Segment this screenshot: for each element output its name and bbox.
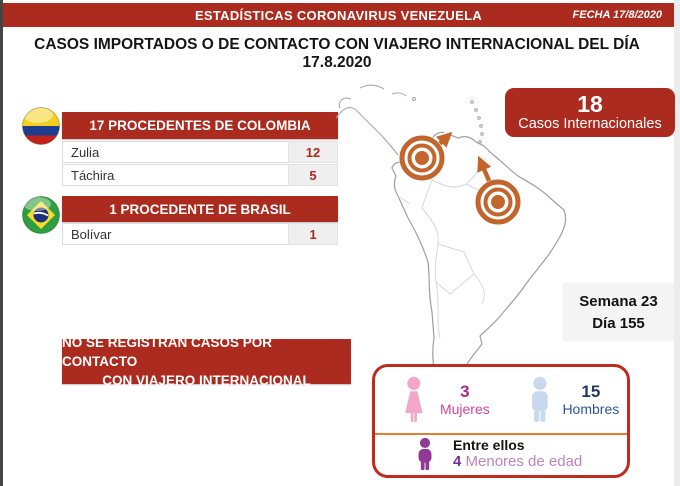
origin-marker-brasil <box>475 179 521 225</box>
woman-icon <box>405 376 423 422</box>
table-row: Zulia 12 <box>62 141 338 163</box>
arrow-brasil <box>475 155 495 185</box>
international-cases-box: 18 Casos Internacionales <box>505 88 675 137</box>
men-stat: 15 Hombres <box>555 382 627 418</box>
header-bar: ESTADÍSTICAS CORONAVIRUS VENEZUELA FECHA… <box>3 3 674 27</box>
minors-row: Entre ellos 4 Menores de edad <box>375 435 627 473</box>
state-value: 12 <box>288 141 338 163</box>
international-count: 18 <box>577 91 603 117</box>
child-icon <box>418 437 432 471</box>
minors-text: Entre ellos 4 Menores de edad <box>453 437 582 471</box>
brasil-banner: 1 PROCEDENTE DE BRASIL <box>62 196 338 222</box>
gender-row: 3 Mujeres 15 Hombres <box>375 367 627 433</box>
header-title: ESTADÍSTICAS CORONAVIRUS VENEZUELA <box>194 7 483 23</box>
central-america-outline <box>335 84 484 156</box>
women-count: 3 <box>460 382 470 401</box>
south-america-map <box>335 84 567 379</box>
brasil-flag-icon <box>22 196 60 234</box>
demographics-box: 3 Mujeres 15 Hombres <box>372 364 630 478</box>
no-contact-line2: CON VIAJERO INTERNACIONAL <box>102 373 311 388</box>
page-edge-right <box>674 0 680 486</box>
women-label: Mujeres <box>439 401 490 417</box>
minors-line: 4 Menores de edad <box>453 453 582 471</box>
period-box: Semana 23 Día 155 <box>563 283 674 341</box>
state-name: Táchira <box>62 164 288 186</box>
state-value: 1 <box>288 223 338 245</box>
state-value: 5 <box>288 164 338 186</box>
no-contact-banner: NO SE REGISTRAN CASOS POR CONTACTO CON V… <box>62 335 351 388</box>
origin-marker-colombia <box>399 135 445 181</box>
orange-divider <box>375 433 627 435</box>
table-row: Bolívar 1 <box>62 223 338 245</box>
day-label: Día 155 <box>592 314 645 332</box>
page-edge-left <box>0 0 3 486</box>
minors-count: 4 <box>453 453 462 470</box>
no-contact-line1: NO SE REGISTRAN CASOS POR CONTACTO <box>62 335 273 369</box>
minors-label: Menores de edad <box>465 453 583 470</box>
men-count: 15 <box>581 382 601 401</box>
man-icon <box>531 376 548 422</box>
colombia-flag-icon <box>22 107 60 145</box>
men-label: Hombres <box>562 401 620 417</box>
table-row: Táchira 5 <box>62 164 338 186</box>
state-name: Bolívar <box>62 223 288 245</box>
minors-intro: Entre ellos <box>453 437 525 453</box>
colombia-banner: 17 PROCEDENTES DE COLOMBIA <box>62 112 338 139</box>
header-date: FECHA 17/8/2020 <box>572 9 662 21</box>
state-name: Zulia <box>62 141 288 163</box>
international-label: Casos Internacionales <box>518 116 662 132</box>
page-subtitle: CASOS IMPORTADOS O DE CONTACTO CON VIAJE… <box>34 36 640 71</box>
week-label: Semana 23 <box>579 292 658 310</box>
women-stat: 3 Mujeres <box>429 382 501 418</box>
